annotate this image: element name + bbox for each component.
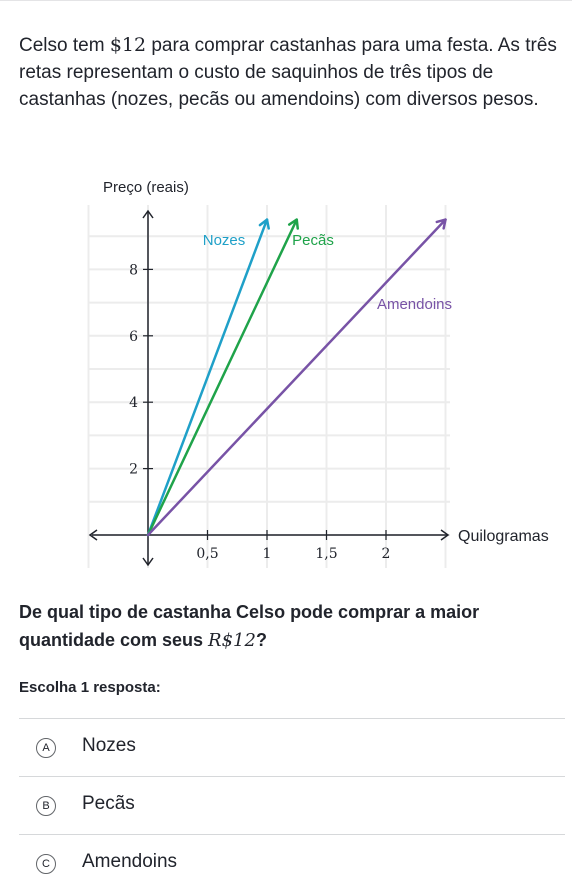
choice-b-letter: B — [36, 796, 56, 816]
chart-axes — [88, 209, 450, 567]
choice-c[interactable]: C Amendoins — [19, 834, 565, 892]
y-axis-arrow-down — [142, 557, 154, 567]
x-tick-label: 0,5 — [196, 546, 218, 562]
x-axis-arrow-right — [440, 529, 450, 541]
question-mark: ? — [255, 630, 267, 650]
choice-c-letter: C — [36, 854, 56, 874]
question-amount: R$12 — [208, 630, 256, 651]
problem-amount: $12 — [109, 34, 147, 56]
problem-text-end: para comprar castanhas para uma festa. A… — [19, 35, 557, 110]
problem-text-start: Celso tem — [19, 35, 110, 56]
series-arrow-nozes — [258, 218, 270, 230]
question-text: De qual tipo de castanha Celso pode comp… — [19, 598, 559, 655]
y-tick-label: 6 — [129, 329, 138, 345]
y-axis-arrow-up — [142, 209, 154, 219]
series-arrow-pec-s — [287, 218, 299, 230]
series-arrow-amendoins — [435, 218, 447, 230]
x-tick-label: 2 — [382, 546, 391, 562]
choice-b-label: Pecãs — [82, 793, 135, 814]
choice-a-label: Nozes — [82, 735, 136, 756]
choice-a[interactable]: A Nozes — [19, 718, 565, 776]
choice-b[interactable]: B Pecãs — [19, 776, 565, 834]
chart-series: Nozes Pecãs Amendoins — [146, 218, 452, 537]
x-tick-label: 1,5 — [315, 546, 337, 562]
answer-instruction: Escolha 1 resposta: — [19, 679, 161, 696]
answer-choices: A Nozes B Pecãs C Amendoins — [19, 718, 565, 892]
x-axis-arrow-left — [88, 529, 98, 541]
y-tick-label: 4 — [129, 395, 138, 411]
choice-c-label: Amendoins — [82, 851, 178, 872]
x-tick-label: 1 — [263, 546, 272, 562]
y-tick-label: 8 — [129, 262, 138, 278]
y-axis-label: Preço (reais) — [103, 179, 189, 196]
series-line-nozes — [146, 218, 269, 537]
top-divider — [0, 0, 572, 1]
chart-grid — [87, 205, 450, 568]
question-text-start: De qual tipo de castanha Celso pode comp… — [19, 602, 480, 650]
series-line-pec-s — [146, 218, 298, 537]
choice-a-letter: A — [36, 738, 56, 758]
series-label-amendoins: Amendoins — [377, 296, 452, 313]
chart-ticks: 0,5 1 1,5 2 2 4 6 8 — [129, 262, 390, 562]
y-tick-label: 2 — [129, 462, 138, 478]
series-line-amendoins — [146, 218, 447, 537]
x-axis-label: Quilogramas — [458, 528, 549, 545]
series-label-pec-s: Pecãs — [292, 232, 334, 249]
problem-text: Celso tem $12 para comprar castanhas par… — [19, 32, 571, 113]
series-label-nozes: Nozes — [203, 232, 246, 249]
cost-line-chart: 0,5 1 1,5 2 2 4 6 8 Nozes Pecãs Amendoins Preço (… — [87, 179, 549, 568]
